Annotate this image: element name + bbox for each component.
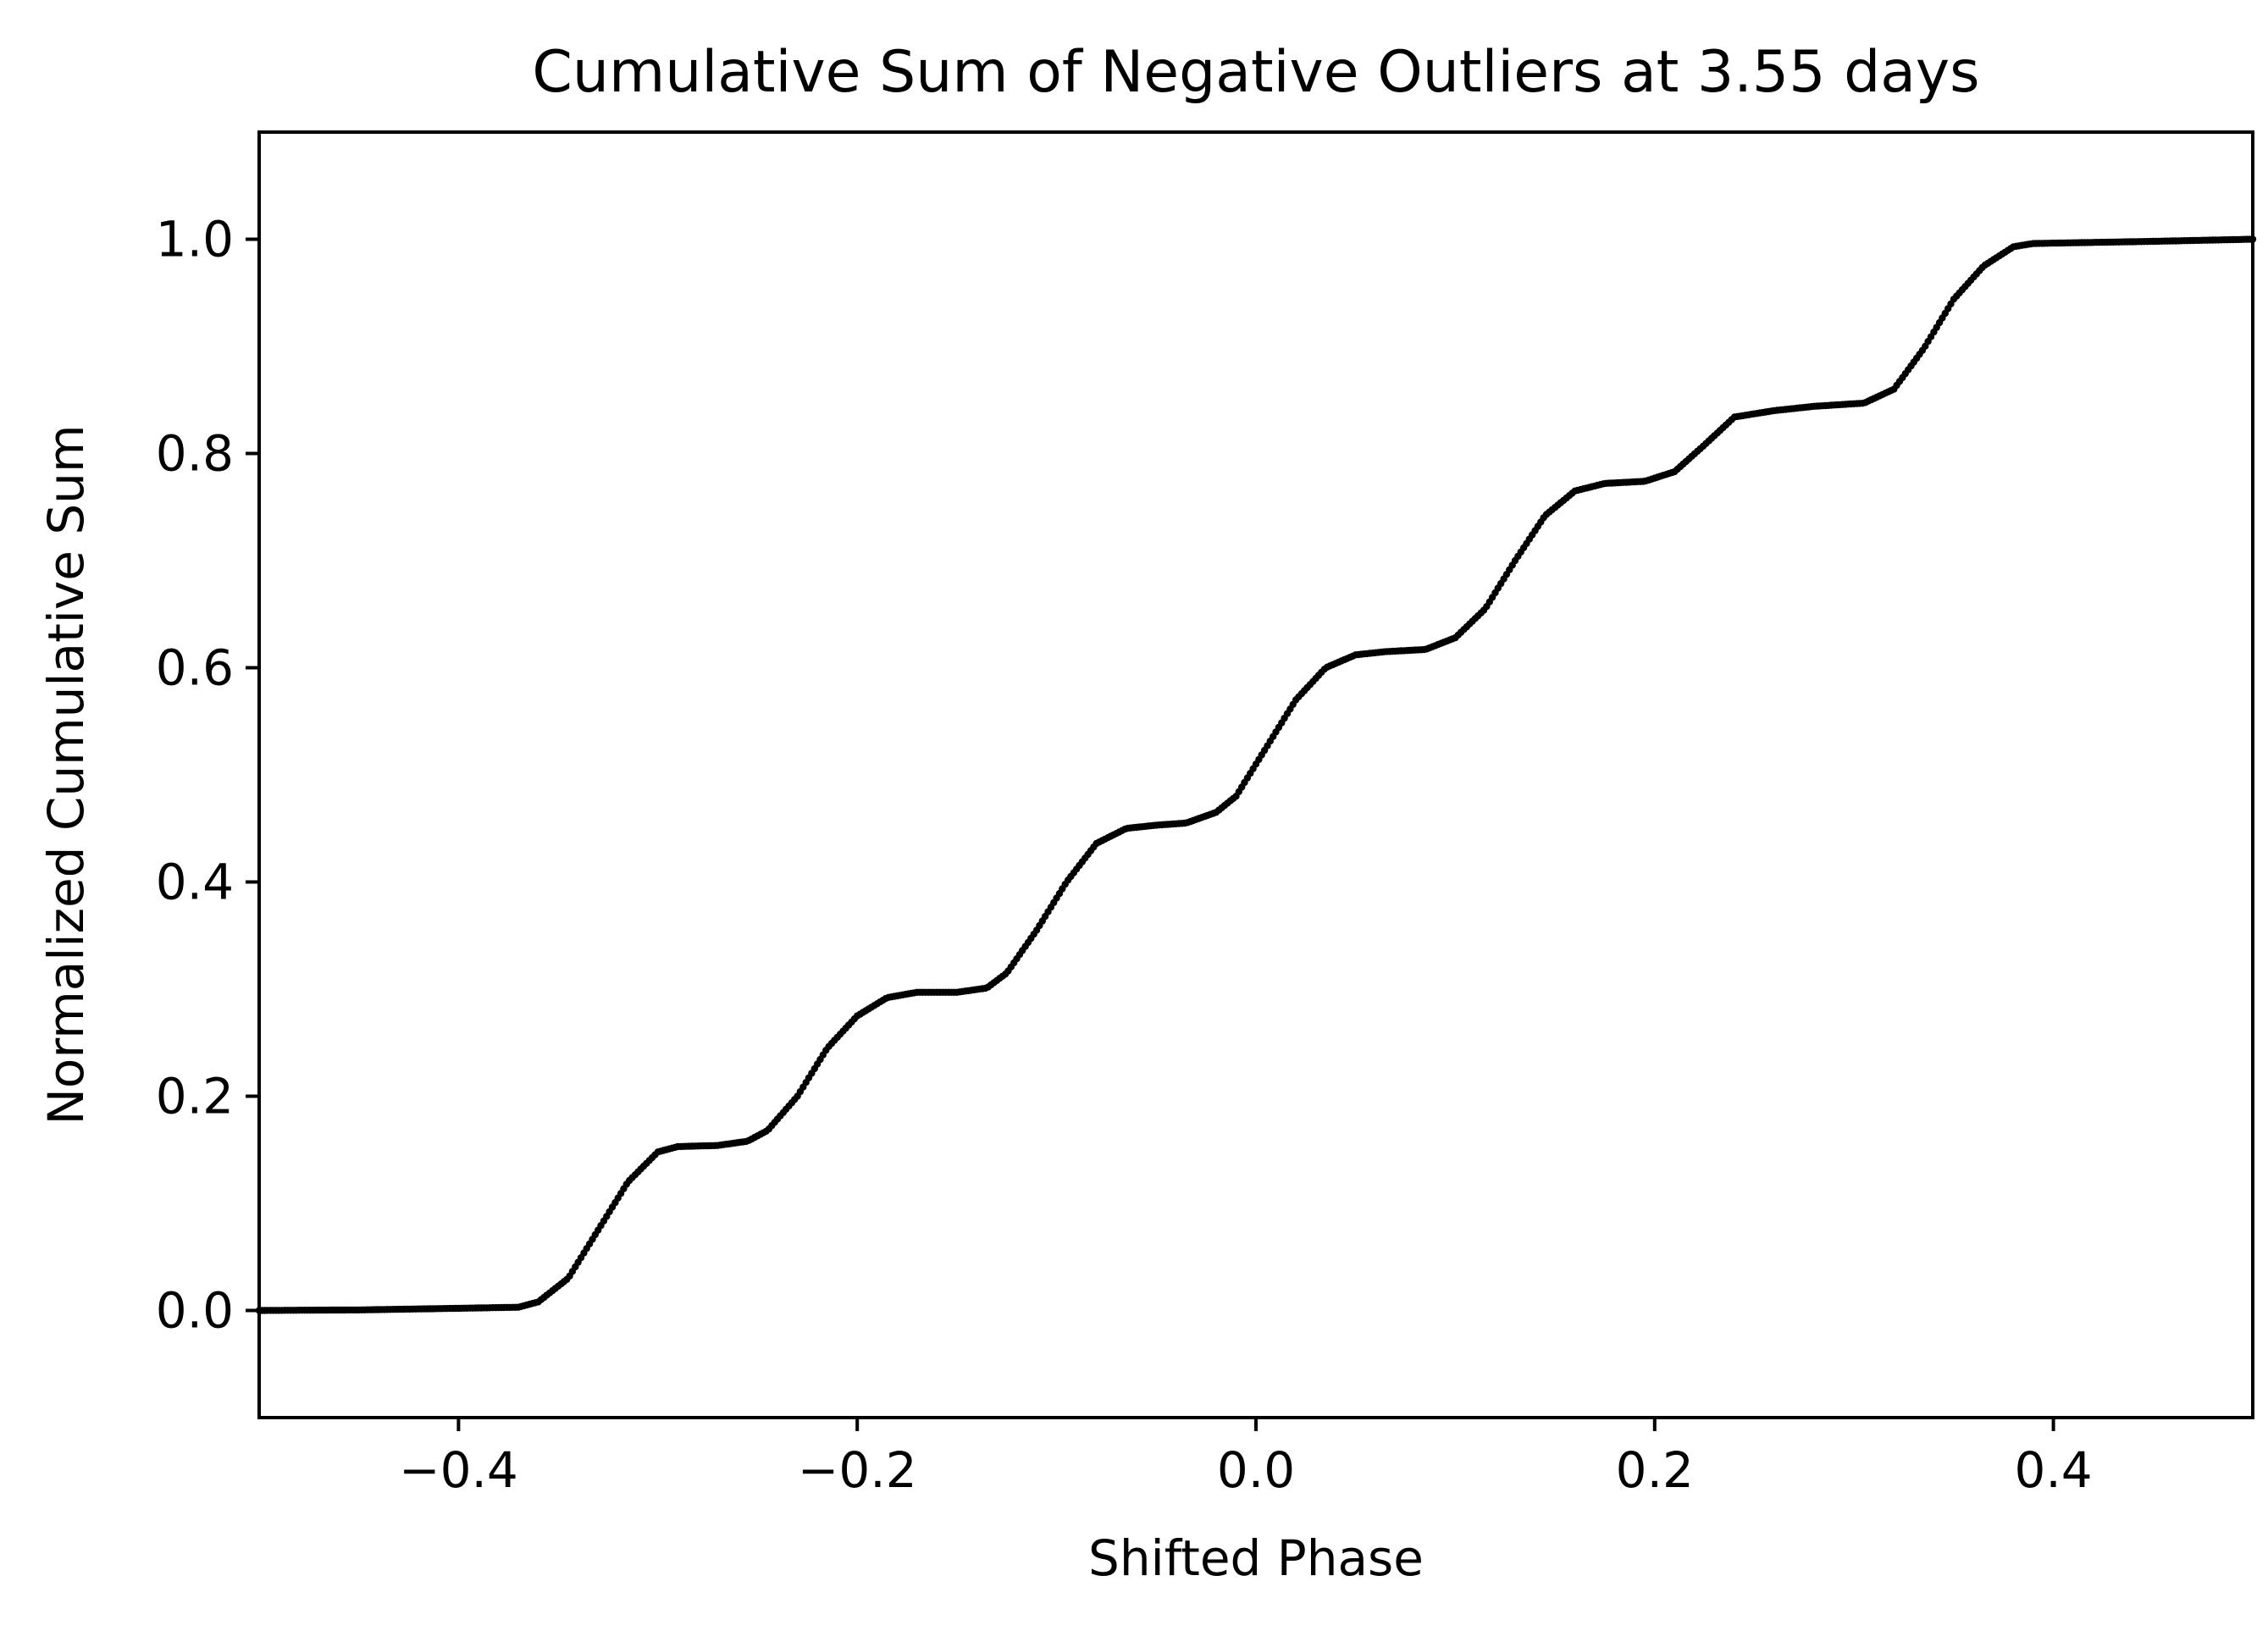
x-axis-label: Shifted Phase — [1088, 1529, 1424, 1587]
plot-frame — [257, 130, 2254, 1419]
chart-title: Cumulative Sum of Negative Outliers at 3… — [532, 39, 1979, 106]
x-tick-label: −0.4 — [399, 1441, 518, 1499]
y-tick-label: 0.0 — [156, 1282, 234, 1340]
y-tick-label: 0.8 — [156, 425, 234, 483]
y-tick-label: 0.2 — [156, 1068, 234, 1125]
y-axis-label: Normalized Cumulative Sum — [37, 425, 95, 1125]
x-tick-label: −0.2 — [798, 1441, 917, 1499]
data-points-layer — [255, 235, 2257, 1314]
y-tick-label: 0.4 — [156, 854, 234, 911]
x-tick-label: 0.2 — [1616, 1441, 1694, 1499]
y-tick-label: 0.6 — [156, 639, 234, 697]
x-tick-label: 0.4 — [2014, 1441, 2092, 1499]
y-tick-label: 1.0 — [156, 211, 234, 268]
x-tick-label: 0.0 — [1217, 1441, 1295, 1499]
ticks-layer: −0.4 −0.2 0.0 0.2 0.4 0.0 0.2 0.4 0.6 0.8 1.0 — [156, 211, 2093, 1500]
